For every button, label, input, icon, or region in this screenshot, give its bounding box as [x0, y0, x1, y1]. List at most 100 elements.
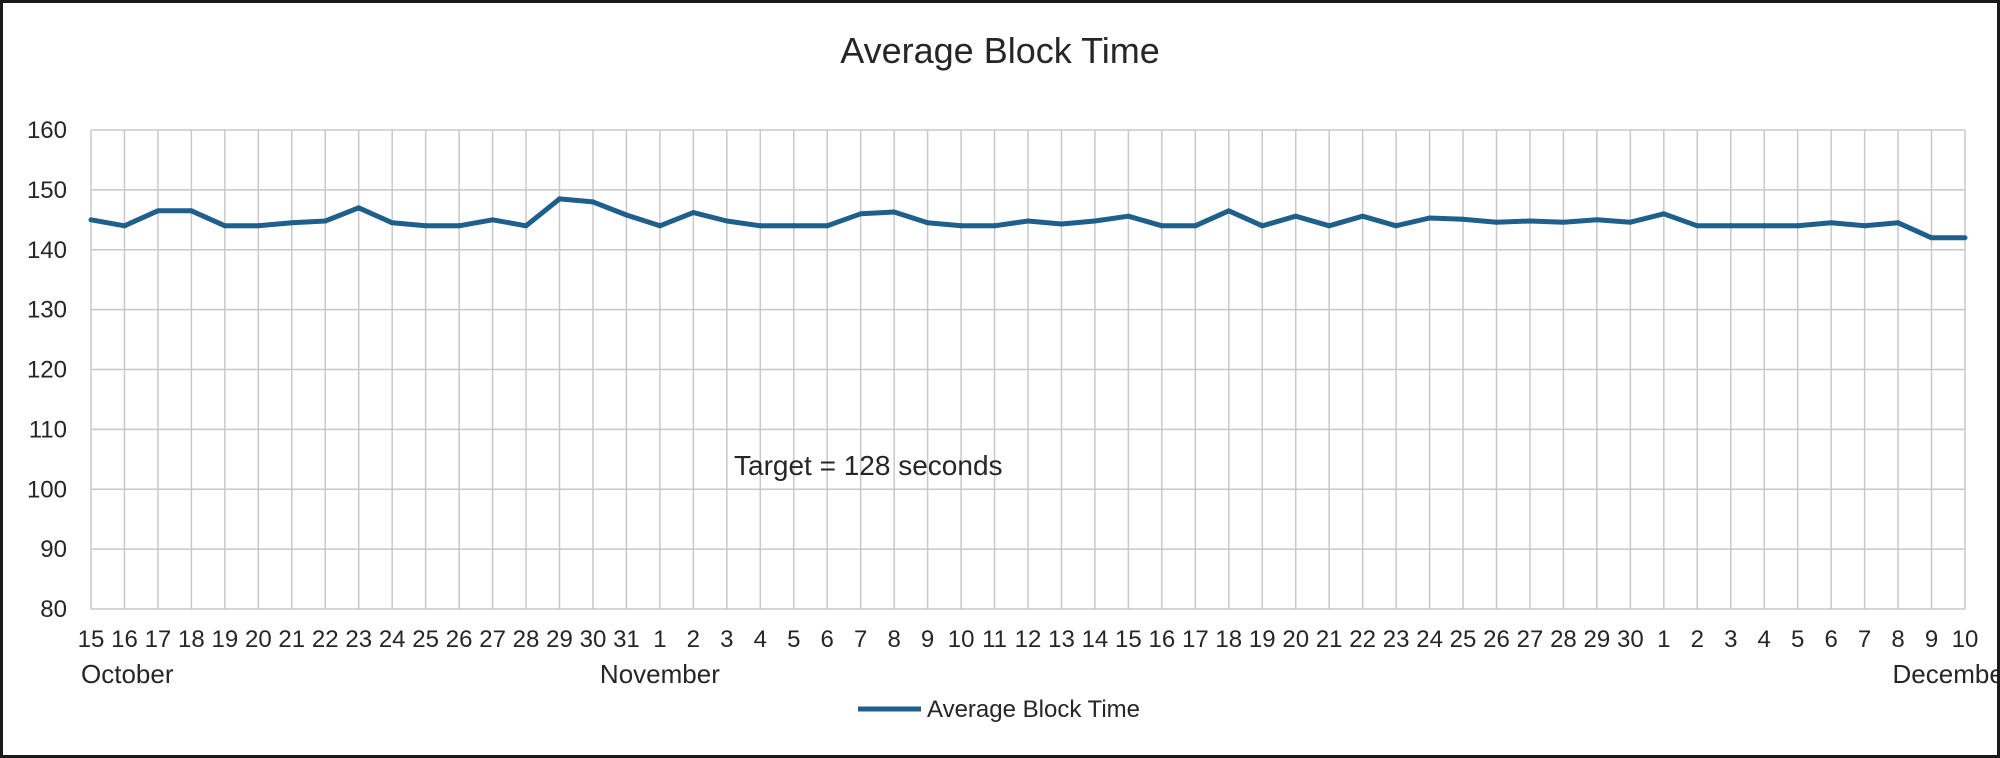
x-tick-label: 20 [1282, 626, 1309, 653]
data-point [1661, 211, 1667, 217]
x-tick-label: 29 [546, 626, 573, 653]
x-tick-label: 18 [1215, 626, 1242, 653]
x-tick-label: 26 [1483, 626, 1510, 653]
x-tick-label: 29 [1584, 626, 1611, 653]
data-point [1393, 223, 1399, 229]
data-point [255, 223, 261, 229]
data-point [1594, 217, 1600, 223]
x-tick-label: 26 [446, 626, 473, 653]
month-label: December [1893, 659, 1997, 689]
y-tick-label: 120 [27, 357, 67, 384]
data-point [456, 223, 462, 229]
legend: Average Block Time [858, 696, 1140, 723]
x-tick-label: 11 [982, 626, 1007, 653]
data-point [1360, 213, 1366, 219]
y-tick-label: 90 [40, 536, 67, 563]
data-point [1460, 216, 1466, 222]
x-tick-label: 17 [1182, 626, 1209, 653]
x-tick-label: 6 [821, 626, 834, 653]
data-point [289, 220, 295, 226]
data-point [1694, 223, 1700, 229]
data-point [657, 223, 663, 229]
x-tick-label: 3 [1724, 626, 1737, 653]
data-point [1728, 223, 1734, 229]
data-point [1293, 213, 1299, 219]
x-tick-label: 19 [1249, 626, 1276, 653]
x-tick-label: 8 [887, 626, 900, 653]
data-point [1192, 223, 1198, 229]
data-point [88, 217, 94, 223]
x-tick-label: 2 [687, 626, 700, 653]
data-point [1527, 218, 1533, 224]
y-tick-label: 100 [27, 476, 67, 503]
x-tick-label: 9 [1925, 626, 1938, 653]
x-tick-label: 5 [787, 626, 800, 653]
gridlines [90, 129, 1966, 610]
data-point [356, 205, 362, 211]
x-tick-label: 28 [1550, 626, 1577, 653]
y-tick-label: 160 [27, 117, 67, 144]
data-point [188, 208, 194, 214]
data-point [1092, 218, 1098, 224]
x-tick-label: 23 [1383, 626, 1410, 653]
data-point [155, 208, 161, 214]
data-point [925, 220, 931, 226]
x-tick-label: 30 [1617, 626, 1644, 653]
x-tick-label: 4 [1758, 626, 1771, 653]
data-point [1427, 215, 1433, 221]
data-point [1159, 223, 1165, 229]
data-point [690, 210, 696, 216]
data-point [1226, 208, 1232, 214]
x-tick-label: 1 [653, 626, 666, 653]
x-tick-label: 24 [379, 626, 406, 653]
data-point [757, 223, 763, 229]
x-axis-tick-labels: 15 16 17 18 19 20 21 22 23 24 25 26 27 28 29 30 31 1 2 3 4 5 6… [78, 626, 1979, 653]
data-point [791, 223, 797, 229]
data-point [1494, 219, 1499, 225]
x-tick-label: 23 [345, 626, 372, 653]
data-point [222, 223, 228, 229]
y-tick-label: 140 [27, 237, 67, 264]
data-point [1962, 235, 1968, 241]
data-point [1025, 218, 1031, 224]
data-point [423, 223, 429, 229]
x-tick-label: 3 [720, 626, 733, 653]
data-point [1828, 220, 1834, 226]
data-point [1125, 213, 1131, 219]
data-point [958, 223, 964, 229]
line-chart: Average Block Time 809010011012013014015… [27, 30, 1997, 723]
target-annotation: Target = 128 seconds [734, 450, 1003, 481]
x-tick-label: 15 [78, 626, 105, 653]
y-tick-label: 130 [27, 297, 67, 324]
x-tick-label: 7 [1858, 626, 1871, 653]
data-point [490, 217, 496, 223]
data-point [858, 211, 864, 217]
x-tick-label: 25 [1450, 626, 1477, 653]
data-point [1326, 223, 1332, 229]
data-point [1929, 235, 1935, 241]
x-tick-label: 30 [580, 626, 607, 653]
x-tick-label: 24 [1416, 626, 1443, 653]
data-point [1761, 223, 1767, 229]
x-tick-label: 13 [1048, 626, 1075, 653]
data-point [1795, 223, 1801, 229]
x-tick-label: 19 [212, 626, 239, 653]
month-labels: October November December [81, 659, 1997, 689]
x-tick-label: 9 [921, 626, 934, 653]
x-tick-label: 27 [479, 626, 506, 653]
data-point [322, 218, 328, 224]
x-tick-label: 14 [1082, 626, 1109, 653]
x-tick-label: 22 [1349, 626, 1376, 653]
data-point [121, 223, 127, 229]
x-tick-label: 4 [754, 626, 767, 653]
data-point [1058, 221, 1064, 227]
series-layer [88, 196, 1968, 241]
x-tick-label: 2 [1691, 626, 1704, 653]
x-tick-label: 10 [1952, 626, 1979, 653]
month-label: October [81, 659, 174, 689]
x-tick-label: 6 [1824, 626, 1837, 653]
x-tick-label: 21 [1316, 626, 1343, 653]
y-tick-label: 150 [27, 177, 67, 204]
data-point [557, 196, 562, 202]
x-tick-label: 12 [1015, 626, 1042, 653]
